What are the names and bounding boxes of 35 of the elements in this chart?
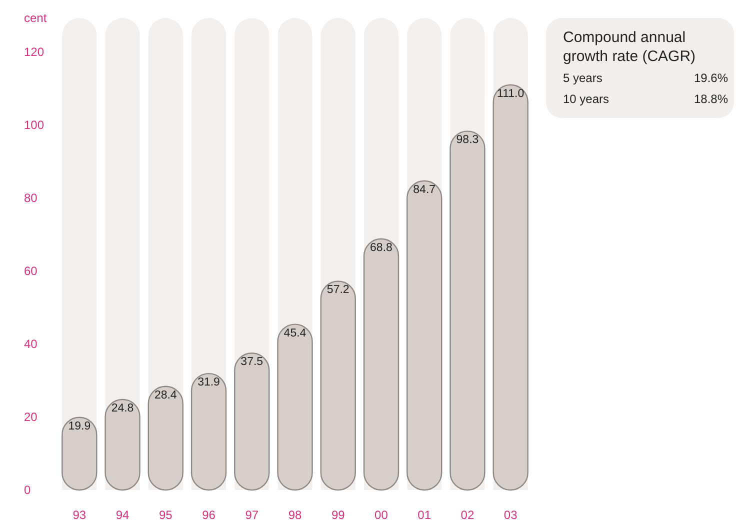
x-tick-label: 02: [460, 508, 474, 522]
data-label: 111.0: [497, 88, 524, 100]
x-tick-label: 95: [158, 508, 173, 522]
x-tick-label: 03: [504, 508, 518, 522]
y-tick-label: 20: [24, 410, 38, 424]
text: 19.6%: [694, 71, 728, 85]
data-label: 84.7: [413, 184, 436, 196]
text: Compound annual growth rate (CAGR): [563, 29, 696, 65]
y-tick-label: 60: [24, 264, 38, 278]
y-tick-label: 80: [24, 191, 38, 205]
data-label: 98.3: [456, 134, 479, 146]
x-tick-label: 98: [288, 508, 302, 522]
data-label: 37.5: [240, 356, 264, 368]
data-label: 31.9: [198, 376, 220, 389]
y-tick-label: 40: [24, 337, 38, 351]
x-tick-label: 94: [116, 508, 130, 522]
data-label: 24.8: [111, 402, 134, 414]
text: 18.8%: [694, 92, 728, 106]
y-axis-title: cent: [24, 11, 48, 25]
y-tick-label: 100: [24, 118, 44, 132]
x-tick-label: 93: [72, 508, 86, 522]
y-tick-label: 120: [24, 45, 44, 59]
data-label: 57.2: [326, 284, 350, 296]
y-tick-label: 0: [24, 483, 31, 497]
data-label: 19.9: [68, 420, 91, 432]
data-label: 68.8: [370, 242, 392, 254]
text: 10 years: [563, 92, 610, 106]
text: 5 years: [563, 71, 602, 85]
x-tick-label: 96: [202, 508, 216, 522]
x-tick-label: 01: [418, 508, 432, 522]
x-tick-label: 99: [331, 508, 346, 522]
x-tick-label: 97: [245, 508, 259, 522]
data-label: 45.4: [284, 327, 307, 340]
data-label: 28.4: [154, 389, 178, 402]
x-tick-label: 00: [374, 508, 388, 522]
